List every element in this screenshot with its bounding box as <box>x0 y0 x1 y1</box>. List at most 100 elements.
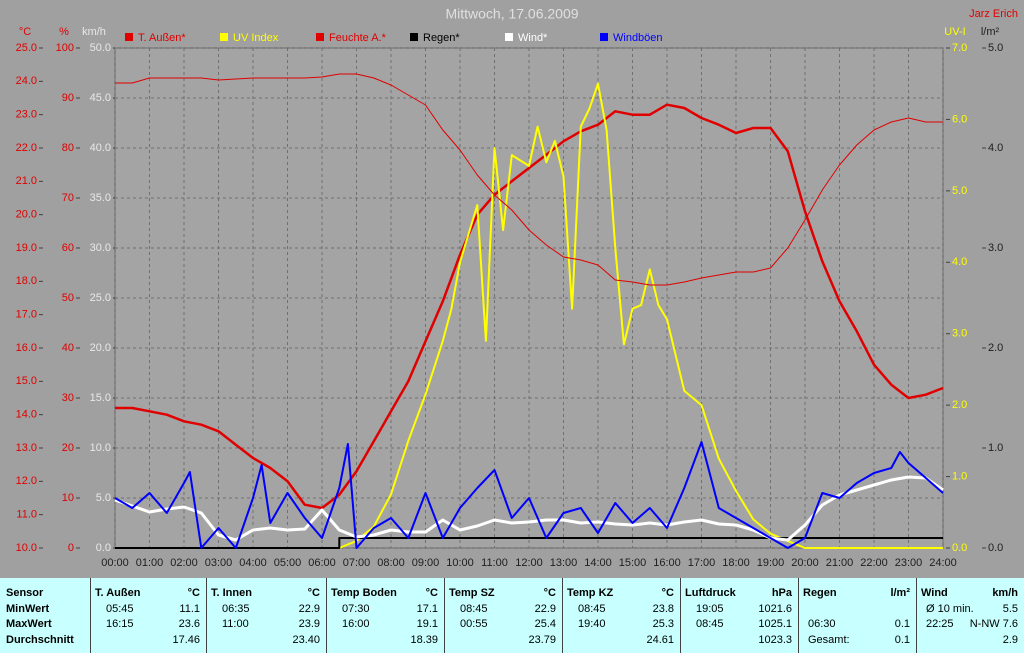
cell-time: 08:45 <box>696 618 724 630</box>
x-tick-label: 07:00 <box>343 557 371 569</box>
axis-unit: % <box>59 26 69 38</box>
legend-swatch <box>600 33 608 41</box>
y-tick-label: 0.0 <box>96 542 111 554</box>
column-divider <box>90 578 91 653</box>
legend-swatch <box>316 33 324 41</box>
y-tick-label: 30.0 <box>90 242 111 254</box>
y-tick-label: 24.0 <box>16 75 37 87</box>
cell-value: 25.3 <box>652 618 674 630</box>
x-tick-label: 15:00 <box>619 557 647 569</box>
column-divider <box>562 578 563 653</box>
legend-label: T. Außen* <box>138 32 186 44</box>
cell-time: Gesamt: <box>808 634 850 646</box>
x-tick-label: 09:00 <box>412 557 440 569</box>
y-tick-label: 13.0 <box>16 442 37 454</box>
cell-value: 23.6 <box>178 618 200 630</box>
legend-swatch <box>505 33 513 41</box>
x-tick-label: 01:00 <box>136 557 164 569</box>
group-name: T. Innen <box>211 587 252 599</box>
cell-time: 08:45 <box>460 603 488 615</box>
x-tick-label: 14:00 <box>584 557 612 569</box>
cell-time: 19:40 <box>578 618 606 630</box>
y-tick-label: 50.0 <box>90 42 111 54</box>
axis-unit: km/h <box>82 26 106 38</box>
axis-unit: °C <box>19 26 31 38</box>
y-tick-label: 0 <box>68 542 74 554</box>
cell-value: 2.9 <box>1002 634 1018 646</box>
cell-time: 00:55 <box>460 618 488 630</box>
y-tick-label: 23.0 <box>16 109 37 121</box>
cell-value: 1023.3 <box>758 634 792 646</box>
group-unit: °C <box>307 587 320 599</box>
y-tick-label: 16.0 <box>16 342 37 354</box>
cell-time: Ø 10 min. <box>926 603 974 615</box>
author: Jarz Erich <box>969 8 1018 20</box>
y-tick-label: 100 <box>56 42 74 54</box>
cell-value: 19.1 <box>416 618 438 630</box>
y-tick-label: 25.0 <box>16 42 37 54</box>
row-label: Sensor <box>6 587 44 599</box>
y-tick-label: 0.0 <box>988 542 1003 554</box>
x-tick-label: 08:00 <box>377 557 405 569</box>
x-tick-label: 23:00 <box>895 557 923 569</box>
y-tick-label: 6.0 <box>952 113 967 125</box>
series-line <box>114 475 944 542</box>
y-tick-label: 40.0 <box>90 142 111 154</box>
legend-swatch <box>410 33 418 41</box>
cell-value: 11.1 <box>179 603 200 615</box>
cell-time: 05:45 <box>106 603 134 615</box>
y-tick-label: 18.0 <box>16 275 37 287</box>
series-line <box>115 73 943 286</box>
cell-value: 23.40 <box>292 634 320 646</box>
y-tick-label: 12.0 <box>16 475 37 487</box>
column-divider <box>444 578 445 653</box>
cell-value: 17.1 <box>416 603 438 615</box>
y-tick-label: 17.0 <box>16 309 37 321</box>
x-tick-label: 11:00 <box>481 557 508 569</box>
y-tick-label: 15.0 <box>90 392 111 404</box>
column-divider <box>326 578 327 653</box>
column-divider <box>206 578 207 653</box>
chart: Mittwoch, 17.06.2009 Jarz Erich 00:00 01:… <box>15 5 1018 569</box>
y-tick-label: 5.0 <box>96 492 111 504</box>
series-line <box>114 441 944 549</box>
cell-value: 17.46 <box>172 634 200 646</box>
group-name: T. Außen <box>95 587 141 599</box>
y-tick-label: 1.0 <box>988 442 1003 454</box>
group-unit: °C <box>543 587 556 599</box>
cell-time: 06:30 <box>808 618 836 630</box>
x-tick-label: 06:00 <box>308 557 336 569</box>
cell-time: 19:05 <box>696 603 724 615</box>
axis-unit: l/m² <box>981 26 1000 38</box>
group-name: Wind <box>921 587 948 599</box>
x-tick-label: 00:00 <box>101 557 129 569</box>
chart-title: Mittwoch, 17.06.2009 <box>445 6 578 22</box>
y-tick-label: 2.0 <box>988 342 1003 354</box>
x-tick-label: 02:00 <box>170 557 198 569</box>
cell-time: 11:00 <box>222 618 249 630</box>
series-line <box>115 103 944 510</box>
summary-table: Sensor MinWert MaxWert Durchschnitt T. Außen… <box>0 578 1024 653</box>
y-tick-label: 20.0 <box>16 209 37 221</box>
x-tick-label: 22:00 <box>860 557 888 569</box>
cell-value: 18.39 <box>410 634 438 646</box>
group-unit: °C <box>425 587 438 599</box>
legend-swatch <box>220 33 228 41</box>
cell-value: 0.1 <box>894 634 910 646</box>
y-tick-label: 5.0 <box>952 185 967 197</box>
cell-time: 08:45 <box>578 603 606 615</box>
column-divider <box>680 578 681 653</box>
y-tick-label: 60 <box>62 242 74 254</box>
cell-value: 22.9 <box>298 603 320 615</box>
cell-value: 22.9 <box>534 603 556 615</box>
x-tick-label: 19:00 <box>757 557 785 569</box>
series-line <box>115 82 943 549</box>
y-tick-label: 50 <box>62 292 74 304</box>
y-tick-label: 19.0 <box>16 242 37 254</box>
cell-value: 25.4 <box>534 618 556 630</box>
y-tick-label: 10 <box>62 492 74 504</box>
column-divider <box>916 578 917 653</box>
legend-label: Windböen <box>613 32 663 44</box>
x-tick-label: 18:00 <box>722 557 750 569</box>
y-tick-label: 22.0 <box>16 142 37 154</box>
